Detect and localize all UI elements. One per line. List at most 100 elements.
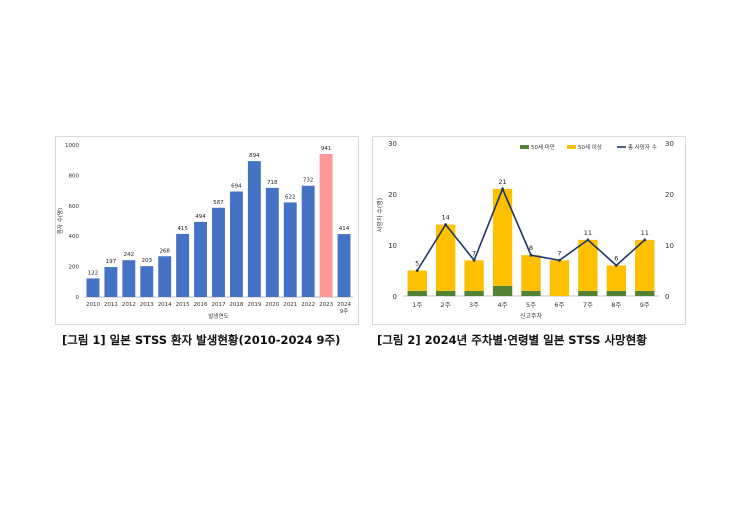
bar-2018 — [229, 191, 243, 297]
y-tick-label: 400 — [69, 234, 80, 240]
x-tick-label: 2016 — [194, 302, 208, 308]
bar-over50-3주 — [464, 260, 484, 291]
bar-2011 — [104, 267, 118, 297]
x-tick-label: 6주 — [554, 301, 564, 309]
figure-1-caption: [그림 1] 일본 STSS 환자 발생현황(2010-2024 9주) — [62, 333, 341, 347]
bar-over50-8주 — [606, 265, 627, 291]
bar-2022 — [301, 185, 315, 297]
data-label: 718 — [267, 180, 278, 186]
x-tick-label: 3주 — [469, 301, 479, 309]
data-label: 732 — [303, 178, 314, 184]
y-tick-label: 600 — [69, 204, 80, 210]
x-tick-label: 2018 — [229, 302, 243, 308]
bar-2014 — [158, 256, 172, 297]
y-tick-label: 30 — [388, 140, 397, 148]
bar-2019 — [247, 161, 261, 297]
y2-tick-label: 30 — [665, 140, 674, 148]
bar-over50-9주 — [635, 239, 655, 291]
total-deaths-point — [501, 187, 504, 191]
x-tick-label: 8주 — [611, 301, 621, 309]
x-tick-label: 1주 — [412, 301, 422, 309]
bar-2020 — [265, 187, 279, 297]
y-tick-label: 200 — [69, 265, 80, 271]
bar-2024 — [337, 234, 351, 297]
x-tick-label: 2014 — [158, 302, 172, 308]
data-label: 587 — [213, 200, 224, 206]
x-tick-label: 2015 — [176, 302, 190, 308]
chart-panel-2: 0 10 20 30 0 10 20 30 사망자 수(명) 1주 2주 3주 4주 5주 6주 7주 8주 9주… — [372, 136, 686, 325]
total-deaths-point — [614, 264, 618, 267]
total-deaths-point — [558, 258, 561, 262]
data-label: 6 — [614, 254, 618, 262]
bar-2012 — [122, 260, 136, 297]
x-tick-label: 2013 — [140, 302, 154, 308]
x-tick-label: 2019 — [247, 302, 261, 308]
y2-tick-label: 0 — [665, 293, 669, 301]
total-deaths-point — [444, 223, 448, 226]
y2-tick-label: 20 — [665, 191, 674, 199]
data-label: 11 — [641, 229, 649, 237]
data-label: 694 — [231, 184, 242, 190]
y2-tick-label: 10 — [665, 242, 674, 250]
x-tick-label: 2020 — [265, 302, 279, 308]
data-label: 8 — [529, 244, 533, 252]
bar-2015 — [176, 233, 190, 297]
bar-under50-4주 — [492, 285, 513, 296]
bar-2010 — [86, 278, 100, 297]
x-tick-label: 2023 — [319, 302, 333, 308]
y-tick-label: 800 — [69, 173, 80, 179]
data-label: 203 — [142, 258, 153, 264]
y-tick-label: 10 — [388, 242, 397, 250]
y-axis-label: 사망자 수(명) — [376, 198, 384, 232]
data-label: 11 — [584, 229, 592, 237]
data-label: 622 — [285, 194, 296, 200]
data-label: 7 — [557, 249, 561, 257]
data-label: 7 — [472, 249, 476, 257]
x-tick-label: 2012 — [122, 302, 136, 308]
chart-panel-1: 0 200 400 600 800 1000 환자 수(명) 122 2010 197 2011 24… — [55, 136, 359, 325]
patients-bar-chart: 0 200 400 600 800 1000 환자 수(명) 122 2010 197 2011 24… — [56, 143, 353, 320]
total-deaths-point — [472, 258, 476, 262]
data-label: 941 — [321, 146, 332, 152]
legend-swatch — [567, 145, 576, 149]
bar-under50-1주 — [407, 290, 427, 296]
legend-swatch — [520, 145, 529, 149]
x-tick-label: 4주 — [497, 301, 507, 309]
bar-2021 — [283, 202, 297, 297]
x-tick-label: 2주 — [441, 301, 451, 309]
bar-under50-5주 — [521, 290, 541, 296]
x-tick-label: 2024 — [337, 302, 351, 308]
bar-over50-7주 — [578, 239, 598, 291]
bar-over50-1주 — [407, 270, 427, 291]
bar-under50-2주 — [435, 290, 456, 296]
y-tick-label: 0 — [393, 293, 397, 301]
bar-under50-3주 — [464, 290, 484, 296]
x-tick-label: 5주 — [526, 301, 536, 309]
data-label: 414 — [339, 226, 350, 232]
data-label: 5 — [415, 260, 419, 268]
data-label: 122 — [88, 270, 99, 276]
total-deaths-point — [643, 238, 647, 242]
bar-over50-6주 — [549, 260, 570, 296]
x-tick-label: 2022 — [301, 302, 315, 308]
x-tick-label: 9주 — [640, 301, 650, 309]
y-tick-label: 0 — [76, 295, 80, 301]
bar-under50-8주 — [606, 290, 627, 296]
total-deaths-point — [529, 253, 533, 257]
legend-label: 50세 미만 — [531, 143, 555, 151]
legend-label: 총 사망자 수 — [628, 143, 657, 151]
x-tick-label: 7주 — [583, 301, 593, 309]
data-label: 268 — [159, 248, 170, 254]
total-deaths-point — [415, 269, 419, 272]
x-tick-label: 2011 — [104, 302, 118, 308]
data-label: 242 — [124, 252, 135, 258]
bar-over50-5주 — [521, 255, 541, 291]
y-axis-label: 환자 수(명) — [56, 208, 64, 234]
y-tick-label: 20 — [388, 191, 397, 199]
x-tick-label: 2021 — [283, 302, 297, 308]
y-tick-label: 1000 — [65, 143, 79, 149]
bar-under50-7주 — [578, 290, 598, 296]
x-tick-label: 9주 — [340, 308, 349, 315]
data-label: 21 — [498, 178, 506, 186]
bar-under50-9주 — [635, 290, 655, 296]
